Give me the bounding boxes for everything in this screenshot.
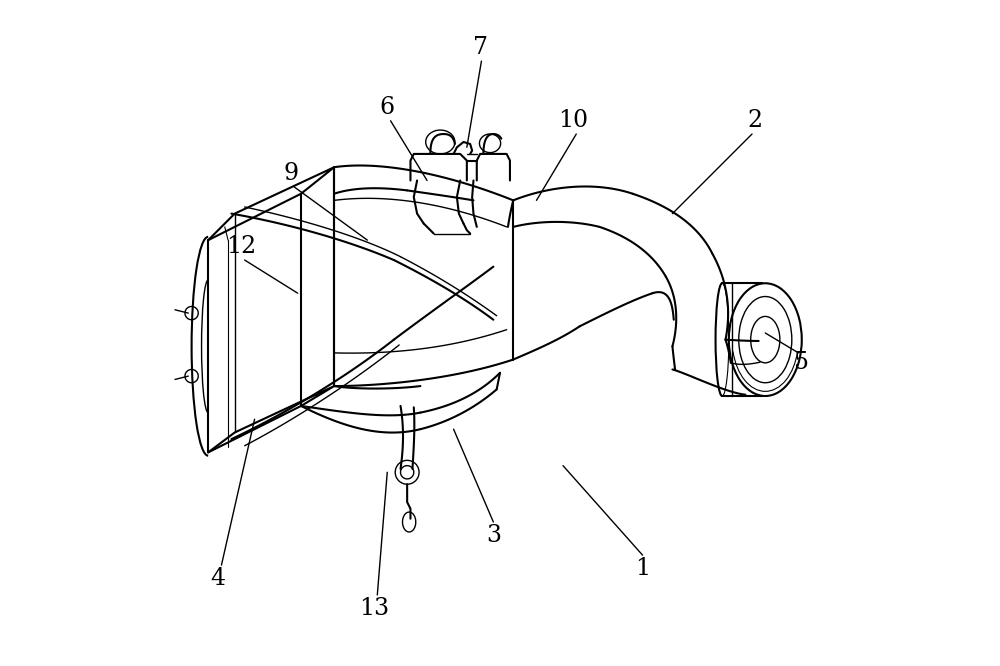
Text: 6: 6: [380, 96, 395, 119]
Text: 4: 4: [211, 567, 226, 590]
Text: 13: 13: [359, 597, 389, 620]
Text: 7: 7: [473, 37, 488, 59]
Text: 12: 12: [226, 235, 256, 258]
Text: 2: 2: [748, 109, 763, 133]
Text: 3: 3: [486, 523, 501, 547]
Text: 10: 10: [558, 109, 588, 133]
Text: 9: 9: [284, 163, 299, 185]
Text: 5: 5: [794, 352, 809, 374]
Text: 1: 1: [635, 557, 650, 580]
